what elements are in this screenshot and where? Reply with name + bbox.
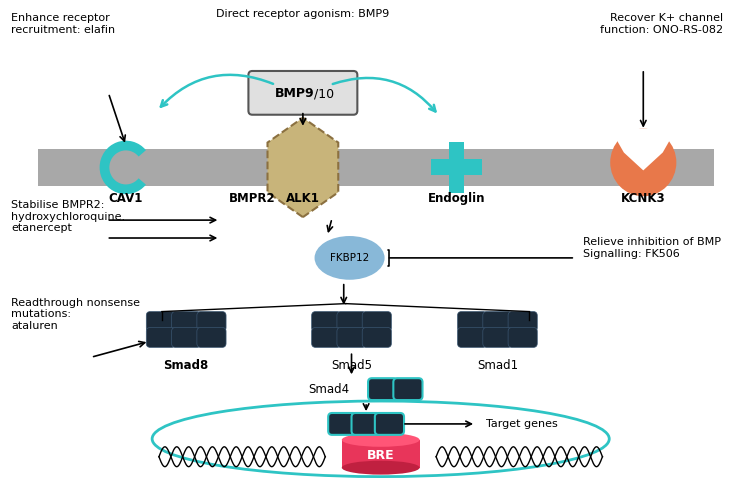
- FancyBboxPatch shape: [197, 311, 226, 331]
- FancyBboxPatch shape: [368, 378, 398, 400]
- FancyBboxPatch shape: [362, 328, 392, 347]
- Polygon shape: [267, 118, 338, 217]
- FancyBboxPatch shape: [375, 413, 404, 435]
- Text: FKBP12: FKBP12: [330, 253, 369, 263]
- FancyBboxPatch shape: [146, 328, 175, 347]
- Ellipse shape: [342, 461, 419, 475]
- Text: /10: /10: [314, 87, 334, 100]
- Ellipse shape: [342, 433, 419, 447]
- FancyBboxPatch shape: [337, 328, 366, 347]
- Text: Stabilise BMPR2:
hydroxychloroquine.
etanercept: Stabilise BMPR2: hydroxychloroquine. eta…: [11, 200, 125, 233]
- Ellipse shape: [315, 236, 385, 280]
- Text: ALK1: ALK1: [286, 192, 320, 205]
- FancyBboxPatch shape: [458, 311, 486, 331]
- FancyBboxPatch shape: [393, 378, 422, 400]
- FancyBboxPatch shape: [312, 311, 341, 331]
- FancyBboxPatch shape: [248, 71, 358, 115]
- Text: Smad1: Smad1: [477, 359, 518, 372]
- FancyBboxPatch shape: [458, 328, 486, 347]
- FancyBboxPatch shape: [197, 328, 226, 347]
- Ellipse shape: [152, 401, 609, 477]
- Bar: [342, 440, 419, 468]
- Text: Smad5: Smad5: [331, 359, 372, 372]
- Bar: [38, 148, 715, 186]
- Text: BRE: BRE: [367, 449, 395, 462]
- FancyBboxPatch shape: [337, 311, 366, 331]
- Text: Smad8: Smad8: [163, 359, 209, 372]
- Polygon shape: [610, 129, 676, 171]
- FancyBboxPatch shape: [328, 413, 358, 435]
- Text: Readthrough nonsense
mutations:
ataluren: Readthrough nonsense mutations: ataluren: [11, 297, 140, 331]
- FancyBboxPatch shape: [483, 328, 512, 347]
- Text: Enhance receptor
recruitment: elafin: Enhance receptor recruitment: elafin: [11, 13, 115, 35]
- Text: Direct receptor agonism: BMP9: Direct receptor agonism: BMP9: [216, 10, 389, 19]
- FancyBboxPatch shape: [483, 311, 512, 331]
- Bar: [449, 142, 465, 193]
- Text: KCNK3: KCNK3: [621, 192, 666, 205]
- FancyBboxPatch shape: [362, 311, 392, 331]
- Text: Target genes: Target genes: [486, 419, 557, 429]
- Text: BMP9: BMP9: [276, 87, 315, 100]
- FancyBboxPatch shape: [352, 413, 381, 435]
- Text: BMPR2: BMPR2: [229, 192, 276, 205]
- FancyBboxPatch shape: [146, 311, 175, 331]
- FancyBboxPatch shape: [312, 328, 341, 347]
- FancyBboxPatch shape: [172, 328, 201, 347]
- Text: Smad4: Smad4: [309, 383, 349, 396]
- FancyBboxPatch shape: [508, 311, 538, 331]
- FancyBboxPatch shape: [172, 311, 201, 331]
- Text: CAV1: CAV1: [108, 192, 143, 205]
- Bar: [431, 160, 482, 175]
- Text: Endoglin: Endoglin: [428, 192, 485, 205]
- FancyBboxPatch shape: [508, 328, 538, 347]
- Text: Recover K+ channel
function: ONO-RS-082: Recover K+ channel function: ONO-RS-082: [600, 13, 723, 35]
- Circle shape: [610, 129, 676, 196]
- Text: Relieve inhibition of BMP
Signalling: FK506: Relieve inhibition of BMP Signalling: FK…: [583, 237, 721, 259]
